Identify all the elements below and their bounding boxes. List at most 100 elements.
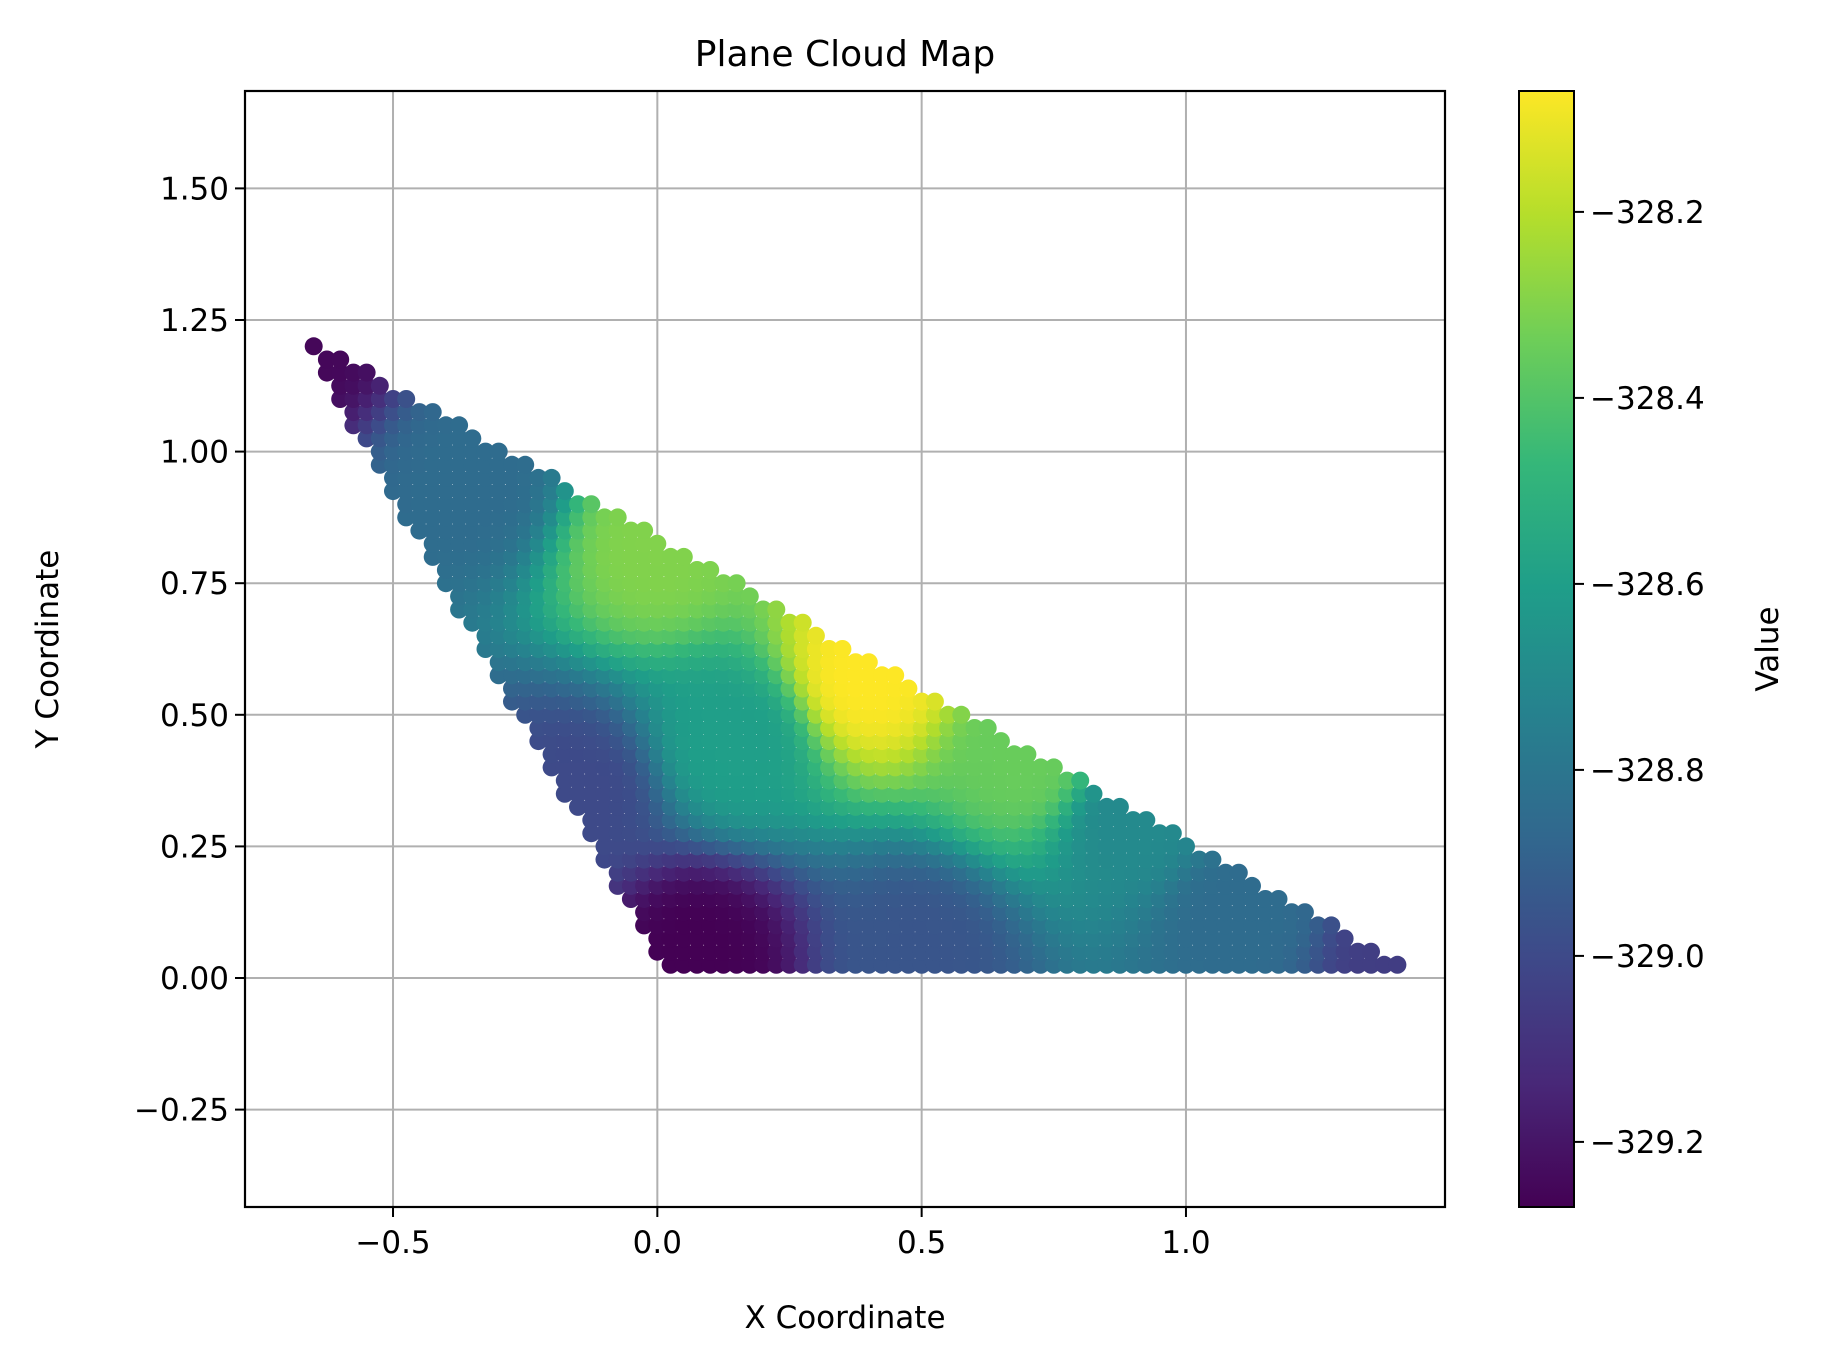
scatter-point xyxy=(1110,811,1129,830)
scatter-point xyxy=(1018,890,1037,908)
scatter-point xyxy=(714,811,733,830)
scatter-point xyxy=(582,495,601,514)
scatter-point xyxy=(740,942,759,961)
scatter-point xyxy=(661,705,680,724)
scatter-point xyxy=(939,850,958,869)
scatter-point xyxy=(793,719,812,737)
scatter-point xyxy=(463,574,482,593)
scatter-point xyxy=(820,640,839,658)
scatter-point xyxy=(978,903,997,922)
scatter-point xyxy=(925,876,944,895)
scatter-point xyxy=(688,626,706,645)
scatter-point xyxy=(1044,758,1063,777)
scatter-point xyxy=(1322,955,1341,974)
scatter-point xyxy=(635,758,654,777)
scatter-point xyxy=(384,403,402,422)
scatter-point xyxy=(846,916,865,935)
scatter-point xyxy=(582,534,601,553)
scatter-point xyxy=(1058,797,1076,816)
scatter-point xyxy=(516,534,535,553)
scatter-point xyxy=(1058,942,1076,961)
scatter-point xyxy=(820,653,839,672)
scatter-point xyxy=(740,837,759,856)
scatter-point xyxy=(1018,758,1037,777)
scatter-point xyxy=(833,666,852,685)
scatter-point xyxy=(833,705,852,724)
scatter-point xyxy=(582,587,601,606)
scatter-point xyxy=(714,942,733,961)
scatter-point xyxy=(714,903,733,922)
scatter-point xyxy=(674,745,693,764)
scatter-point xyxy=(555,640,574,658)
scatter-point xyxy=(965,745,984,764)
scatter-point xyxy=(661,758,680,777)
scatter-point xyxy=(489,468,508,487)
scatter-point xyxy=(516,705,535,724)
scatter-point xyxy=(344,416,363,435)
scatter-point xyxy=(674,640,693,658)
scatter-point xyxy=(701,916,720,935)
scatter-point xyxy=(1018,811,1037,830)
scatter-point xyxy=(648,626,667,645)
scatter-point xyxy=(1018,929,1037,948)
scatter-point xyxy=(1150,824,1169,843)
scatter-point xyxy=(1084,890,1103,908)
scatter-point xyxy=(886,824,905,843)
scatter-point xyxy=(899,811,918,830)
scatter-point xyxy=(661,587,680,606)
y-tick-label: −0.25 xyxy=(134,1093,229,1129)
grid-lines xyxy=(245,91,1445,1207)
scatter-point xyxy=(939,929,958,948)
scatter-point xyxy=(661,692,680,711)
scatter-point xyxy=(1375,955,1394,974)
scatter-point xyxy=(1216,890,1235,908)
scatter-point xyxy=(608,876,627,895)
scatter-point xyxy=(1256,890,1275,908)
scatter-point xyxy=(621,626,640,645)
scatter-point xyxy=(1203,916,1222,935)
scatter-point xyxy=(635,574,654,593)
scatter-point xyxy=(317,363,336,382)
scatter-point xyxy=(608,837,627,856)
scatter-point xyxy=(423,403,442,422)
scatter-point xyxy=(397,403,416,422)
scatter-point xyxy=(780,797,799,816)
scatter-point xyxy=(410,508,429,527)
scatter-point xyxy=(1018,916,1037,935)
scatter-point xyxy=(727,613,746,632)
scatter-point xyxy=(674,719,693,737)
scatter-point xyxy=(555,547,574,566)
scatter-point xyxy=(1097,916,1116,935)
scatter-point xyxy=(1124,903,1143,922)
scatter-point xyxy=(899,719,918,737)
scatter-point xyxy=(820,797,839,816)
scatter-point xyxy=(1124,811,1143,830)
scatter-point xyxy=(450,521,469,540)
scatter-point xyxy=(1150,903,1169,922)
scatter-point xyxy=(635,561,654,579)
y-tick-label: 0.00 xyxy=(160,961,229,997)
scatter-point xyxy=(780,811,799,830)
scatter-point xyxy=(476,547,495,566)
scatter-point xyxy=(873,863,891,882)
scatter-point xyxy=(859,771,878,790)
scatter-point xyxy=(648,534,667,553)
scatter-point xyxy=(595,666,614,685)
scatter-point xyxy=(661,929,680,948)
scatter-point xyxy=(793,771,812,790)
scatter-point xyxy=(1335,942,1354,961)
scatter-point xyxy=(952,890,971,908)
scatter-point xyxy=(529,653,548,672)
scatter-point xyxy=(688,705,706,724)
scatter-point xyxy=(1177,850,1195,869)
scatter-point xyxy=(1348,955,1367,974)
scatter-point xyxy=(635,916,654,935)
scatter-point xyxy=(912,850,931,869)
scatter-point xyxy=(1243,942,1261,961)
scatter-point xyxy=(886,719,905,737)
scatter-point xyxy=(767,758,786,777)
scatter-point xyxy=(569,758,587,777)
scatter-point xyxy=(846,824,865,843)
scatter-point xyxy=(978,758,997,777)
scatter-point xyxy=(1097,955,1116,974)
